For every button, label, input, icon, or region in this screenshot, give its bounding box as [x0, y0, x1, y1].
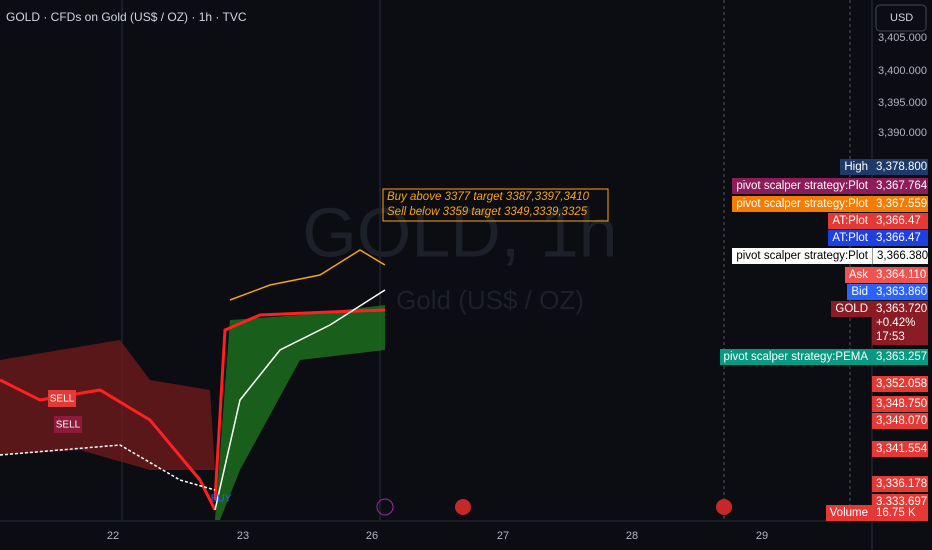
chart-title: GOLD · CFDs on Gold (US$ / OZ) · 1h · TV… — [6, 10, 247, 24]
annotation-line: Sell below 3359 target 3349,3339,3325 — [387, 206, 588, 218]
tag-price: 3,367.764 — [872, 178, 928, 194]
tag-label: High — [840, 159, 872, 175]
tag-price: 3,348.070 — [872, 413, 928, 429]
annotation-box — [382, 188, 609, 222]
tag-price: 3,348.750 — [872, 396, 928, 412]
time-axis-label: 26 — [366, 530, 378, 542]
tag-price: 3,352.058 — [872, 376, 928, 392]
volume-label: Volume — [825, 505, 872, 521]
tag-label: AT:Plot — [828, 213, 872, 229]
tag-label: pivot scalper strategy:Plot — [732, 196, 872, 212]
ema-line — [0, 444, 216, 491]
time-axis-label: 23 — [237, 530, 249, 542]
time-axis-label: 27 — [497, 530, 509, 542]
tag-price: 3,336.178 — [872, 476, 928, 492]
tag-label: AT:Plot — [828, 230, 872, 246]
event-icon — [716, 499, 732, 515]
event-icon — [376, 498, 394, 516]
signal-label: SELL — [56, 420, 81, 431]
tag-price: 3,367.559 — [872, 196, 928, 212]
tag-price: 3,364.110 — [872, 267, 928, 283]
tag-price: 3,378.800 — [872, 159, 928, 175]
tag-price: 3,363.860 — [872, 284, 928, 300]
price-axis-label: 3,395.000 — [878, 97, 927, 109]
trend-line — [0, 378, 217, 511]
currency-label[interactable]: USD — [890, 12, 913, 24]
price-axis-label: 3,390.000 — [878, 127, 927, 139]
trend-line — [213, 308, 386, 501]
pivot-line — [229, 249, 386, 301]
ema-line — [214, 289, 386, 511]
tag-label: Ask — [844, 267, 872, 283]
red-ribbon — [0, 340, 215, 470]
watermark-name: Gold (US$ / OZ) — [396, 285, 584, 315]
time-axis-label: 22 — [107, 530, 119, 542]
tag-price: 3,341.554 — [872, 441, 928, 457]
tag-label: GOLD — [831, 301, 872, 317]
tag-price: 3,366.47 — [872, 213, 928, 229]
green-ribbon — [215, 305, 385, 520]
watermark-symbol: GOLD, 1h — [302, 193, 617, 271]
tag-price: 3,363.720 — [872, 301, 928, 317]
signal-badge — [54, 416, 82, 433]
tag-price: 3,363.257 — [872, 349, 928, 365]
price-axis-label: 3,405.000 — [878, 32, 927, 44]
time-axis-label: 29 — [756, 530, 768, 542]
currency-button[interactable] — [875, 4, 927, 32]
tag-price: 3,366.380 — [872, 248, 928, 264]
volume-value: 16.75 K — [872, 505, 928, 521]
tag-label: pivot scalper strategy:Plot — [732, 248, 872, 264]
signal-label: BUY — [211, 494, 232, 505]
event-icon — [455, 499, 471, 515]
time-axis-label: 28 — [626, 530, 638, 542]
signal-label: SELL — [50, 394, 75, 405]
price-axis-label: 3,400.000 — [878, 65, 927, 77]
tag-price: 3,366.47 — [872, 230, 928, 246]
signal-badge — [48, 390, 76, 407]
annotation-line: Buy above 3377 target 3387,3397,3410 — [387, 191, 590, 203]
tag-change: +0.42% — [872, 315, 928, 331]
tag-countdown: 17:53 — [872, 329, 928, 345]
tag-label: Bid — [847, 284, 872, 300]
tag-label: pivot scalper strategy:PEMA — [719, 349, 872, 365]
tag-label: pivot scalper strategy:Plot — [732, 178, 872, 194]
